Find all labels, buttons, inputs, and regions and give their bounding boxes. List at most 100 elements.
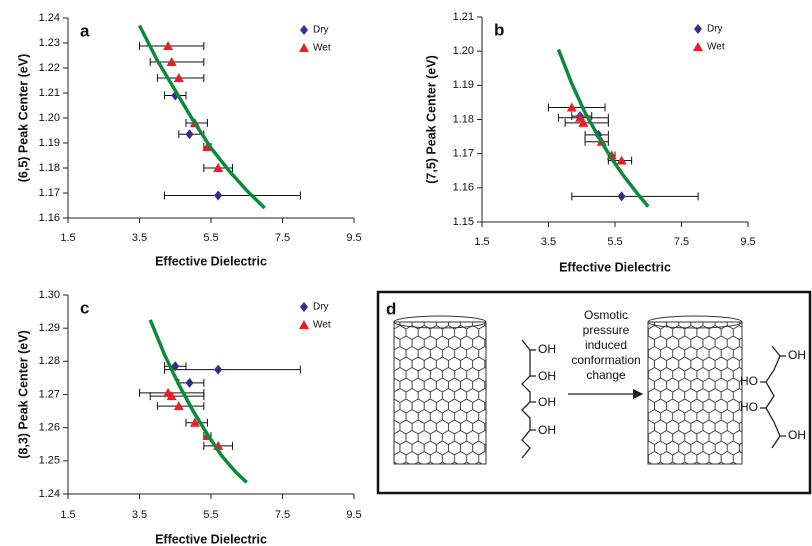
y-tick-label: 1.18 bbox=[39, 162, 60, 174]
data-point bbox=[166, 57, 177, 66]
fit-line bbox=[137, 24, 266, 210]
hydroxyl-label: OH bbox=[538, 342, 556, 356]
hydroxyl-label: OH bbox=[788, 428, 806, 442]
y-tick-label: 1.27 bbox=[39, 388, 60, 400]
data-point bbox=[189, 417, 200, 427]
error-bar bbox=[164, 365, 301, 374]
x-tick-label: 7.5 bbox=[275, 509, 290, 521]
fit-line bbox=[148, 319, 248, 484]
legend-marker bbox=[300, 25, 308, 35]
panel-label: c bbox=[80, 298, 89, 317]
data-point bbox=[173, 401, 184, 411]
molecule-skeleton bbox=[521, 339, 531, 459]
x-tick-label: 5.5 bbox=[203, 232, 218, 244]
data-point bbox=[173, 73, 184, 82]
y-tick-label: 1.22 bbox=[39, 62, 60, 74]
legend-label: Dry bbox=[313, 25, 329, 36]
x-tick-label: 1.5 bbox=[474, 236, 489, 248]
caption-line: Osmotic bbox=[584, 308, 628, 322]
y-axis-title: (7,5) Peak Center (eV) bbox=[424, 55, 438, 184]
legend-marker bbox=[694, 24, 702, 34]
hydroxyl-label: HO bbox=[740, 374, 758, 388]
error-bar bbox=[564, 118, 609, 127]
y-tick-label: 1.24 bbox=[39, 12, 60, 24]
nanotube-body bbox=[647, 321, 743, 465]
x-axis-title: Effective Dielectric bbox=[559, 260, 671, 274]
data-point bbox=[616, 155, 627, 165]
legend-label: Wet bbox=[313, 320, 331, 331]
y-tick-label: 1.19 bbox=[453, 79, 474, 91]
data-point bbox=[214, 190, 223, 201]
y-tick-label: 1.20 bbox=[39, 112, 60, 124]
legend-marker bbox=[299, 320, 309, 329]
fit-line bbox=[556, 48, 650, 208]
data-point bbox=[213, 163, 224, 172]
y-tick-label: 1.21 bbox=[453, 11, 474, 23]
y-tick-label: 1.30 bbox=[39, 289, 60, 301]
y-tick-label: 1.28 bbox=[39, 355, 60, 367]
panel-label: a bbox=[80, 21, 90, 40]
data-point bbox=[617, 191, 626, 202]
data-point bbox=[214, 364, 223, 375]
legend-label: Wet bbox=[707, 42, 725, 53]
y-axis-title: (8,3) Peak Center (eV) bbox=[16, 330, 30, 459]
data-point bbox=[185, 129, 194, 140]
y-tick-label: 1.17 bbox=[453, 148, 474, 160]
x-tick-label: 9.5 bbox=[740, 236, 755, 248]
error-bar bbox=[571, 192, 699, 201]
caption-line: pressure bbox=[583, 323, 630, 337]
y-tick-label: 1.16 bbox=[39, 212, 60, 224]
y-tick-label: 1.21 bbox=[39, 87, 60, 99]
chart-panel: 1.24 1.25 1.26 1.27 1.28 1.29 1.30 1.5 3.5 5.5 7.5… bbox=[16, 289, 361, 546]
hydroxyl-label: OH bbox=[538, 423, 556, 437]
data-point bbox=[185, 377, 194, 388]
y-tick-label: 1.29 bbox=[39, 322, 60, 334]
hydroxyl-label: OH bbox=[538, 395, 556, 409]
hydroxyl-bonds bbox=[760, 355, 786, 437]
y-tick-label: 1.15 bbox=[453, 216, 474, 228]
x-tick-label: 3.5 bbox=[132, 232, 147, 244]
data-point bbox=[163, 41, 174, 50]
x-tick-label: 1.5 bbox=[60, 509, 75, 521]
nanotube-left bbox=[393, 315, 487, 465]
caption-line: change bbox=[586, 368, 626, 382]
legend-marker bbox=[299, 43, 309, 52]
legend-label: Dry bbox=[707, 24, 723, 35]
x-tick-label: 7.5 bbox=[275, 232, 290, 244]
caption-line: induced bbox=[585, 338, 627, 352]
legend-marker bbox=[300, 302, 308, 312]
x-tick-label: 9.5 bbox=[346, 232, 361, 244]
nanotube-body bbox=[393, 321, 487, 465]
x-tick-label: 7.5 bbox=[674, 236, 689, 248]
legend-marker bbox=[693, 42, 703, 51]
x-tick-label: 5.5 bbox=[607, 236, 622, 248]
chart-panel: 1.15 1.16 1.17 1.18 1.19 1.20 1.21 1.5 3.5 5.5 7.5… bbox=[424, 11, 755, 274]
x-tick-label: 5.5 bbox=[203, 509, 218, 521]
y-tick-label: 1.25 bbox=[39, 455, 60, 467]
nanotube-right bbox=[647, 315, 743, 465]
x-tick-label: 3.5 bbox=[541, 236, 556, 248]
x-tick-label: 1.5 bbox=[60, 232, 75, 244]
caption-line: conformation bbox=[571, 353, 640, 367]
hydroxyl-bonds bbox=[530, 349, 536, 431]
x-axis-title: Effective Dielectric bbox=[155, 532, 267, 546]
legend-label: Wet bbox=[313, 43, 331, 54]
x-tick-label: 3.5 bbox=[132, 509, 147, 521]
error-bar bbox=[548, 103, 606, 112]
diagram-panel: d OH OH OH OH Osmotic pressure induced c… bbox=[376, 290, 812, 495]
x-axis-title: Effective Dielectric bbox=[155, 254, 267, 268]
nanotube-rim bbox=[393, 315, 487, 329]
y-tick-label: 1.19 bbox=[39, 137, 60, 149]
x-tick-label: 9.5 bbox=[346, 509, 361, 521]
molecule-skeleton bbox=[765, 345, 781, 449]
data-point bbox=[578, 117, 589, 127]
nanotube-rim bbox=[647, 315, 743, 329]
y-tick-label: 1.18 bbox=[453, 113, 474, 125]
y-tick-label: 1.24 bbox=[39, 488, 60, 500]
chart-panel: 1.16 1.17 1.18 1.19 1.20 1.21 1.22 1.23 1.24 1.5 3… bbox=[16, 12, 361, 268]
data-point bbox=[171, 361, 180, 372]
error-bar bbox=[164, 191, 301, 200]
y-tick-label: 1.26 bbox=[39, 422, 60, 434]
panel-label: d bbox=[386, 299, 396, 318]
